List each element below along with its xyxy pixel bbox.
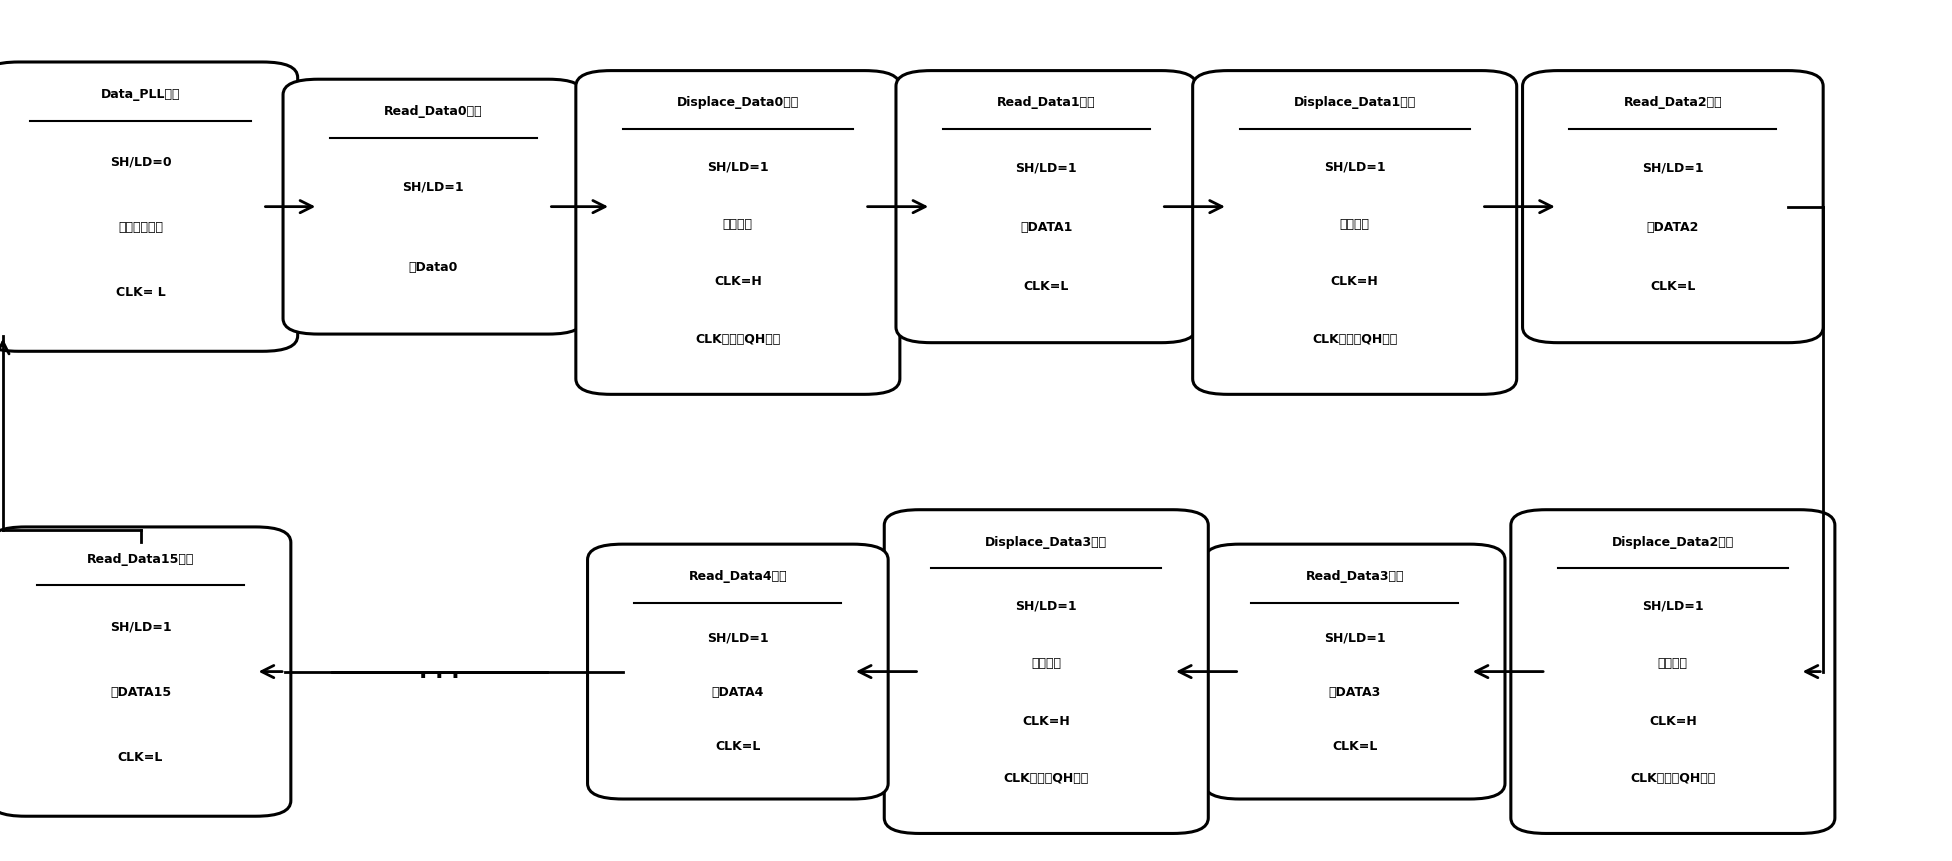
Text: CLK上升沿QH输出: CLK上升沿QH输出 (695, 333, 781, 346)
Text: CLK=L: CLK=L (1649, 281, 1696, 294)
Text: 读Data0: 读Data0 (408, 261, 459, 275)
Text: SH/LD=1: SH/LD=1 (1323, 632, 1386, 645)
FancyBboxPatch shape (1523, 71, 1823, 343)
Text: 读DATA3: 读DATA3 (1329, 685, 1380, 699)
Text: Read_Data4状态: Read_Data4状态 (689, 570, 787, 583)
Text: 移位操作: 移位操作 (722, 218, 753, 231)
FancyBboxPatch shape (0, 527, 291, 816)
Text: CLK=L: CLK=L (1331, 740, 1378, 753)
FancyBboxPatch shape (896, 71, 1197, 343)
FancyBboxPatch shape (588, 544, 888, 799)
Text: Displace_Data3状态: Displace_Data3状态 (986, 536, 1107, 548)
Text: CLK=L: CLK=L (1023, 281, 1070, 294)
FancyBboxPatch shape (1204, 544, 1505, 799)
FancyBboxPatch shape (1193, 71, 1517, 394)
Text: Read_Data15状态: Read_Data15状态 (86, 553, 195, 566)
Text: Read_Data1状态: Read_Data1状态 (997, 96, 1095, 109)
Text: CLK上升沿QH输出: CLK上升沿QH输出 (1003, 772, 1089, 785)
Text: SH/LD=1: SH/LD=1 (1642, 161, 1704, 174)
Text: CLK=L: CLK=L (117, 751, 164, 765)
FancyBboxPatch shape (1511, 510, 1835, 833)
Text: Read_Data2状态: Read_Data2状态 (1624, 96, 1722, 109)
FancyBboxPatch shape (0, 62, 299, 351)
Text: 读DATA4: 读DATA4 (712, 685, 763, 699)
Text: SH/LD=1: SH/LD=1 (1015, 599, 1078, 612)
FancyBboxPatch shape (283, 79, 584, 334)
Text: Displace_Data2状态: Displace_Data2状态 (1612, 536, 1733, 548)
Text: Read_Data0状态: Read_Data0状态 (385, 105, 482, 118)
FancyBboxPatch shape (576, 71, 900, 394)
Text: SH/LD=1: SH/LD=1 (402, 180, 465, 194)
Text: SH/LD=0: SH/LD=0 (109, 155, 172, 169)
Text: CLK=H: CLK=H (1649, 715, 1696, 728)
Text: 数据变量清零: 数据变量清零 (117, 220, 164, 234)
FancyBboxPatch shape (884, 510, 1208, 833)
Text: Displace_Data0状态: Displace_Data0状态 (677, 96, 798, 109)
Text: SH/LD=1: SH/LD=1 (707, 632, 769, 645)
Text: 读DATA1: 读DATA1 (1021, 220, 1072, 234)
Text: SH/LD=1: SH/LD=1 (1323, 160, 1386, 173)
Text: CLK= L: CLK= L (115, 286, 166, 300)
Text: CLK=H: CLK=H (714, 276, 761, 288)
Text: SH/LD=1: SH/LD=1 (707, 160, 769, 173)
Text: SH/LD=1: SH/LD=1 (1642, 599, 1704, 612)
Text: CLK=L: CLK=L (714, 740, 761, 753)
Text: Displace_Data1状态: Displace_Data1状态 (1294, 96, 1415, 109)
Text: Data_PLL状态: Data_PLL状态 (102, 88, 180, 101)
Text: Read_Data3状态: Read_Data3状态 (1306, 570, 1403, 583)
Text: CLK=H: CLK=H (1023, 715, 1070, 728)
Text: CLK=H: CLK=H (1331, 276, 1378, 288)
Text: CLK上升沿QH输出: CLK上升沿QH输出 (1630, 772, 1716, 785)
Text: SH/LD=1: SH/LD=1 (1015, 161, 1078, 174)
Text: 读DATA2: 读DATA2 (1647, 220, 1698, 234)
Text: . . .: . . . (420, 661, 459, 682)
Text: 移位操作: 移位操作 (1031, 657, 1062, 670)
Text: 移位操作: 移位操作 (1657, 657, 1688, 670)
Text: 移位操作: 移位操作 (1339, 218, 1370, 231)
Text: SH/LD=1: SH/LD=1 (109, 620, 172, 634)
Text: 读DATA15: 读DATA15 (109, 685, 172, 699)
Text: CLK上升沿QH输出: CLK上升沿QH输出 (1312, 333, 1398, 346)
